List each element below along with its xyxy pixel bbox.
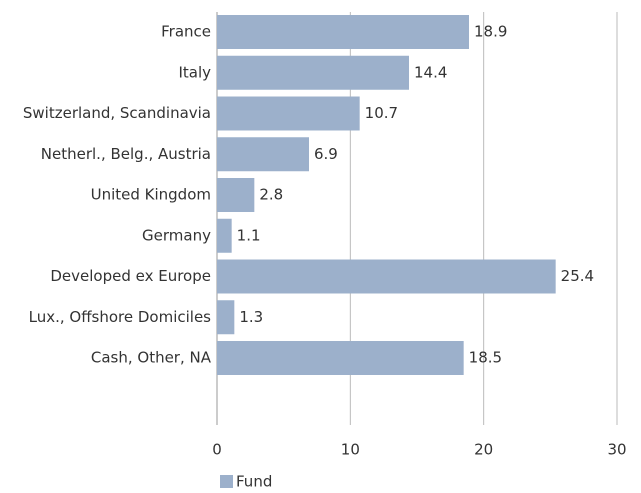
y-tick-label: Germany bbox=[142, 226, 211, 244]
y-tick-label: Netherl., Belg., Austria bbox=[41, 145, 211, 163]
data-label: 10.7 bbox=[365, 104, 398, 122]
y-tick-label: Developed ex Europe bbox=[50, 267, 211, 285]
y-tick-label: Switzerland, Scandinavia bbox=[23, 104, 211, 122]
x-tick-label: 30 bbox=[607, 441, 626, 459]
y-tick-label: France bbox=[161, 23, 211, 41]
bar bbox=[217, 137, 309, 172]
bar bbox=[217, 96, 360, 131]
data-label: 1.3 bbox=[239, 308, 263, 326]
legend-label: Fund bbox=[236, 473, 272, 491]
data-label: 2.8 bbox=[259, 186, 283, 204]
x-tick-label: 10 bbox=[341, 441, 360, 459]
bar bbox=[217, 218, 232, 253]
bar bbox=[217, 55, 409, 90]
bar bbox=[217, 178, 255, 212]
bar bbox=[217, 341, 464, 375]
legend-swatch bbox=[220, 475, 233, 488]
x-tick-label: 20 bbox=[474, 441, 493, 459]
data-label: 14.4 bbox=[414, 63, 447, 81]
y-tick-label: Lux., Offshore Domiciles bbox=[29, 308, 212, 326]
bar bbox=[217, 259, 556, 294]
y-tick-label: United Kingdom bbox=[91, 186, 211, 204]
data-label: 25.4 bbox=[561, 267, 594, 285]
y-tick-label: Italy bbox=[178, 63, 211, 81]
x-tick-label: 0 bbox=[212, 441, 222, 459]
bar bbox=[217, 300, 235, 335]
data-label: 6.9 bbox=[314, 145, 338, 163]
data-label: 18.9 bbox=[474, 23, 507, 41]
bar bbox=[217, 15, 469, 49]
data-label: 18.5 bbox=[469, 349, 502, 367]
data-label: 1.1 bbox=[237, 226, 261, 244]
y-tick-label: Cash, Other, NA bbox=[91, 349, 212, 367]
